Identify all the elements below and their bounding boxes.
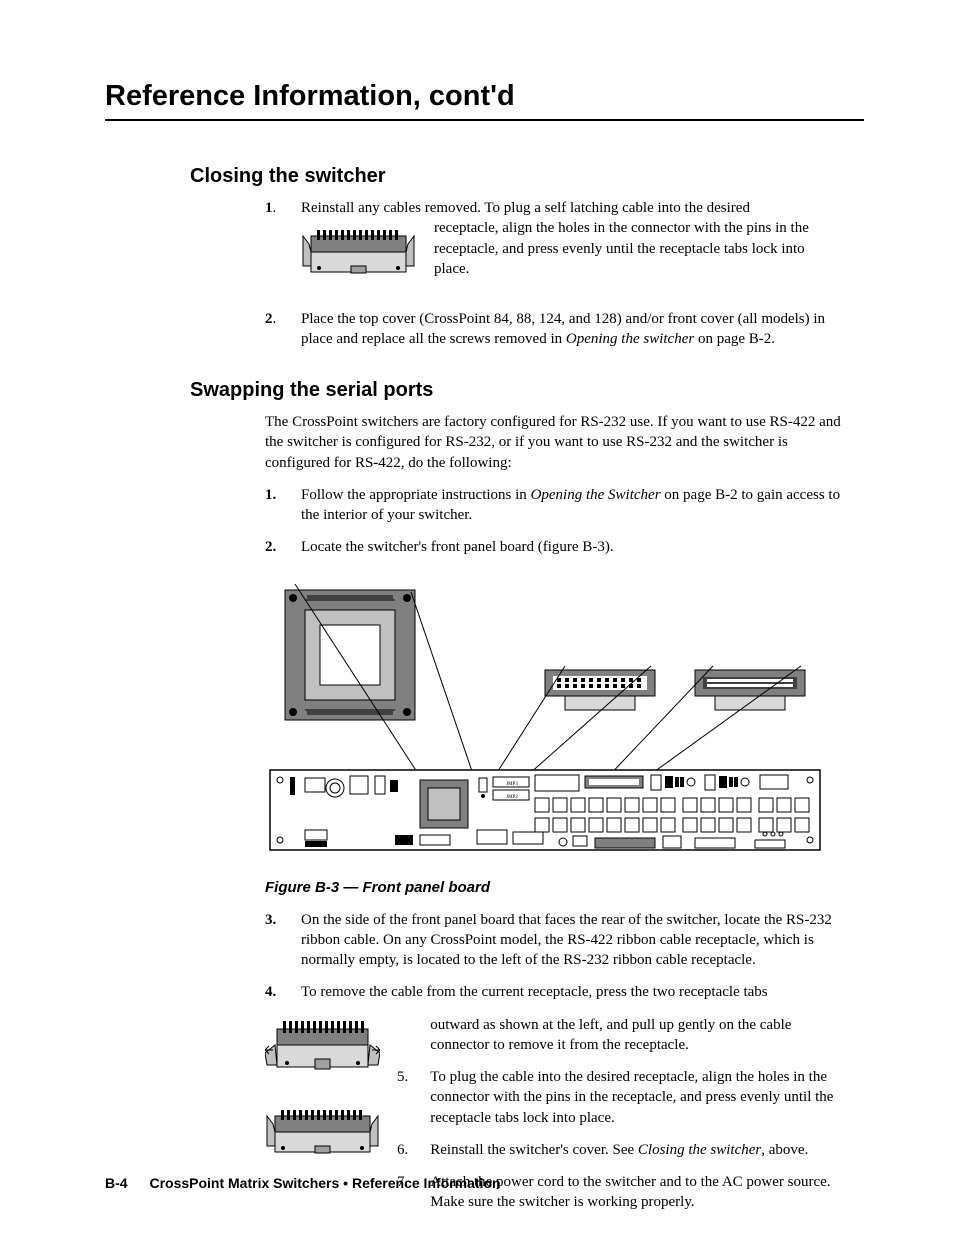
heading-closing-switcher: Closing the switcher (190, 165, 864, 188)
latch-connector-icon (301, 224, 416, 282)
section-intro: The CrossPoint switchers are factory con… (265, 412, 854, 473)
list-text: To remove the cable from the current rec… (301, 982, 832, 1002)
figure-front-panel-board: JMP3 JMP2 (265, 570, 864, 865)
svg-text:JMP2: JMP2 (506, 795, 518, 800)
footer-text: CrossPoint Matrix Switchers • Reference … (149, 1175, 500, 1191)
swapping-list-bottom: 3. On the side of the front panel board … (265, 910, 854, 1003)
list-item: 2. Locate the switcher's front panel boa… (265, 537, 854, 557)
page-footer: B-4 CrossPoint Matrix Switchers • Refere… (105, 1175, 501, 1191)
closing-list: 1. Reinstall any cables removed. To plug… (265, 198, 854, 349)
latch-connector-icon (265, 1143, 380, 1160)
list-item: 5. To plug the cable into the desired re… (397, 1067, 854, 1128)
list-number: 6. (397, 1140, 408, 1160)
list-text: outward as shown at the left, and pull u… (430, 1015, 854, 1056)
list-text: Locate the switcher's front panel board … (301, 537, 854, 557)
list-item: 3. On the side of the front panel board … (265, 910, 854, 971)
page-number: B-4 (105, 1175, 128, 1191)
heading-swapping-serial-ports: Swapping the serial ports (190, 379, 864, 402)
list-number: 2. (265, 309, 279, 350)
left-icon-column (265, 1015, 383, 1225)
list-text: On the side of the front panel board tha… (301, 910, 854, 971)
list-number: 4. (265, 982, 279, 1002)
list-text: Follow the appropriate instructions in O… (301, 485, 854, 526)
list-number: 2. (265, 537, 279, 557)
icon-text-block: 4. outward as shown at the left, and pul… (265, 1015, 854, 1225)
swapping-list-top: 1. Follow the appropriate instructions i… (265, 485, 854, 558)
list-item: 1. Follow the appropriate instructions i… (265, 485, 854, 526)
list-item: 4. outward as shown at the left, and pul… (397, 1015, 854, 1056)
list-text: Reinstall any cables removed. To plug a … (301, 198, 832, 289)
text: receptacle, align the holes in the conne… (434, 220, 809, 277)
list-item: 6. Reinstall the switcher's cover. See C… (397, 1140, 854, 1160)
list-number: 3. (265, 910, 279, 971)
list-text: Place the top cover (CrossPoint 84, 88, … (301, 309, 854, 350)
figure-caption: Figure B-3 — Front panel board (265, 879, 864, 896)
unlatch-connector-icon (265, 1060, 380, 1077)
list-item: 4. To remove the cable from the current … (265, 982, 854, 1002)
page-title: Reference Information, cont'd (105, 80, 864, 121)
text: Reinstall any cables removed. To plug a … (301, 200, 750, 216)
list-text: To plug the cable into the desired recep… (430, 1067, 854, 1128)
list-number: 5. (397, 1067, 408, 1128)
svg-text:JMP3: JMP3 (506, 782, 518, 787)
right-list: 4. outward as shown at the left, and pul… (397, 1015, 854, 1225)
list-item: 1. Reinstall any cables removed. To plug… (265, 198, 854, 289)
list-number: 1. (265, 198, 279, 289)
list-item: 2. Place the top cover (CrossPoint 84, 8… (265, 309, 854, 350)
list-text: Reinstall the switcher's cover. See Clos… (430, 1140, 808, 1160)
list-number: 1. (265, 485, 279, 526)
